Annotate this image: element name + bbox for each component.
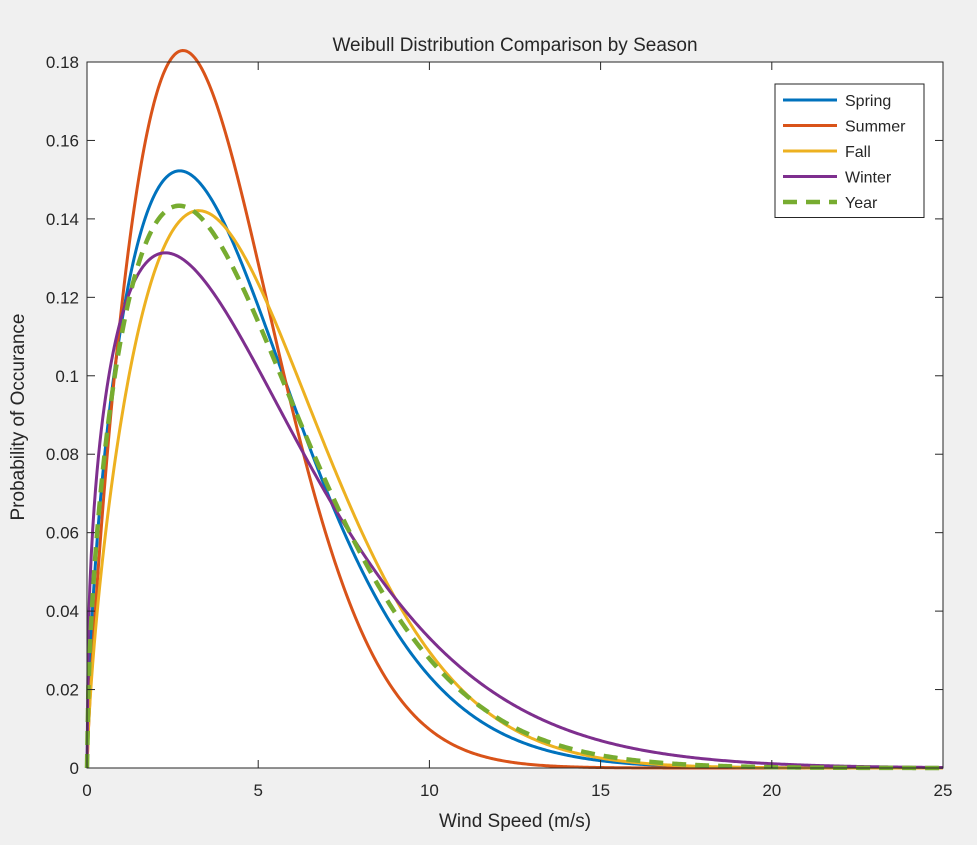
legend-label-year: Year bbox=[845, 195, 878, 212]
x-tick-label: 15 bbox=[591, 781, 610, 800]
legend-label-winter: Winter bbox=[845, 170, 892, 187]
x-tick-label: 10 bbox=[420, 781, 439, 800]
y-tick-label: 0.1 bbox=[55, 367, 79, 386]
x-tick-label: 20 bbox=[762, 781, 781, 800]
y-tick-label: 0.12 bbox=[46, 288, 79, 307]
x-tick-label: 5 bbox=[253, 781, 262, 800]
x-tick-label: 25 bbox=[934, 781, 953, 800]
y-axis-label: Probability of Occurance bbox=[8, 314, 29, 521]
y-tick-label: 0.06 bbox=[46, 524, 79, 543]
y-tick-label: 0.14 bbox=[46, 210, 79, 229]
x-axis-label: Wind Speed (m/s) bbox=[439, 811, 591, 832]
axes-frame bbox=[86, 61, 944, 769]
y-axis: 0 0.02 0.04 0.06 0.08 0.1 0.12 0.14 0.16 0.18 bbox=[46, 53, 943, 778]
y-tick-label: 0.08 bbox=[46, 445, 79, 464]
x-axis: 0 5 10 15 20 25 bbox=[82, 62, 952, 800]
legend-label-spring: Spring bbox=[845, 93, 891, 110]
legend: Spring Summer Fall Winter Year bbox=[774, 83, 925, 218]
axes-border bbox=[86, 61, 944, 769]
legend-label-fall: Fall bbox=[845, 144, 871, 161]
y-tick-label: 0.04 bbox=[46, 602, 79, 621]
x-tick-label: 0 bbox=[82, 781, 91, 800]
y-tick-label: 0.18 bbox=[46, 53, 79, 72]
chart-title: Weibull Distribution Comparison by Seaso… bbox=[332, 35, 697, 56]
y-tick-label: 0 bbox=[70, 759, 79, 778]
series-line-winter bbox=[85, 251, 944, 769]
series-line-year bbox=[84, 203, 944, 771]
y-tick-label: 0.02 bbox=[46, 681, 79, 700]
legend-label-summer: Summer bbox=[845, 119, 906, 136]
y-tick-label: 0.16 bbox=[46, 131, 79, 150]
